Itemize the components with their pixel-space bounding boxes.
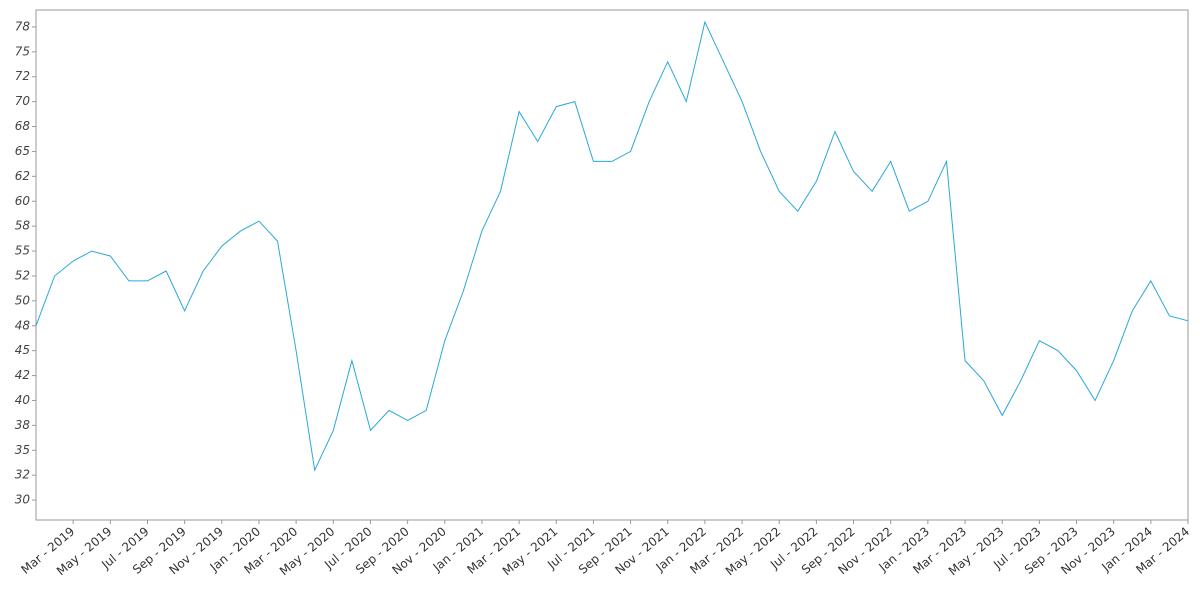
- y-tick-label: 32: [15, 468, 30, 482]
- y-tick-label: 70: [15, 94, 31, 108]
- y-tick-label: 35: [15, 443, 30, 457]
- y-tick-label: 30: [15, 493, 31, 507]
- y-tick-label: 38: [15, 418, 31, 432]
- y-tick-label: 60: [15, 194, 31, 208]
- y-tick-label: 58: [15, 219, 31, 233]
- plot-frame: [35, 9, 1189, 521]
- line-series: [35, 20, 1189, 472]
- y-tick-label: 68: [15, 119, 31, 133]
- y-tick-label: 75: [15, 44, 30, 58]
- y-tick-label: 48: [15, 318, 31, 332]
- y-tick-label: 65: [15, 144, 30, 158]
- y-tick-label: 78: [15, 19, 31, 33]
- y-tick-label: 62: [15, 169, 30, 183]
- y-tick-label: 45: [15, 343, 30, 357]
- y-tick-label: 42: [15, 368, 30, 382]
- y-tick-label: 50: [15, 293, 31, 307]
- y-tick-label: 55: [15, 244, 30, 258]
- y-tick-label: 72: [15, 69, 30, 83]
- y-tick-label: 40: [15, 393, 31, 407]
- y-tick-label: 52: [15, 268, 30, 282]
